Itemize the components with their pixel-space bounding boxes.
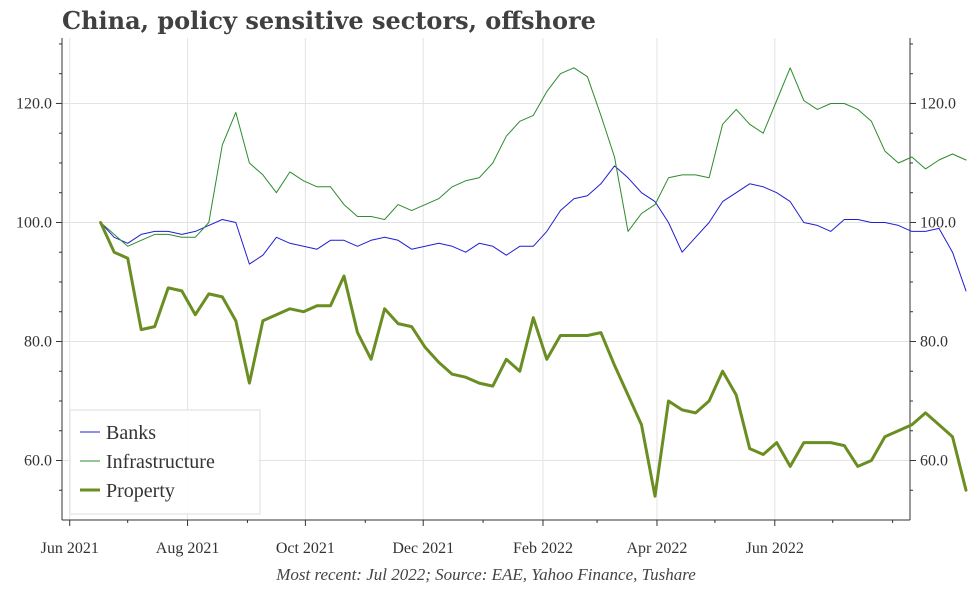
legend-label-banks: Banks [106,422,156,444]
axes-layer: 60.0 60.0 80.0 80.0 100.0 100.0 120.0 120.0 Jun … [16,38,956,557]
y-tick-label-right: 120.0 [920,95,956,112]
y-tick-label-left: 100.0 [16,214,52,231]
legend-box [69,409,261,515]
y-tick-label-left: 120.0 [16,95,52,112]
y-tick-label-left: 80.0 [24,333,52,350]
x-tick-label: Aug 2021 [156,540,220,557]
x-tick-label: Dec 2021 [392,540,454,557]
x-tick-label: Jun 2021 [41,540,99,557]
series-line-infrastructure [100,67,967,247]
y-tick-label-left: 60.0 [24,452,52,469]
legend: Banks Infrastructure Property [69,409,261,515]
y-tick-label-right: 60.0 [920,452,948,469]
x-tick-label: Oct 2021 [276,540,335,557]
x-tick-label: Feb 2022 [513,540,573,557]
y-tick-label-right: 100.0 [920,214,956,231]
x-tick-label: Apr 2022 [627,540,688,557]
chart-caption: Most recent: Jul 2022; Source: EAE, Yaho… [276,565,696,584]
legend-label-infrastructure: Infrastructure [106,451,215,473]
legend-label-property: Property [106,480,175,502]
chart-title: China, policy sensitive sectors, offshor… [62,6,596,35]
grid-layer [62,38,910,520]
series-line-property [99,221,968,498]
series-line-banks [100,165,967,292]
series-layer [99,67,968,498]
x-tick-label: Jun 2022 [746,540,804,557]
y-tick-label-right: 80.0 [920,333,948,350]
